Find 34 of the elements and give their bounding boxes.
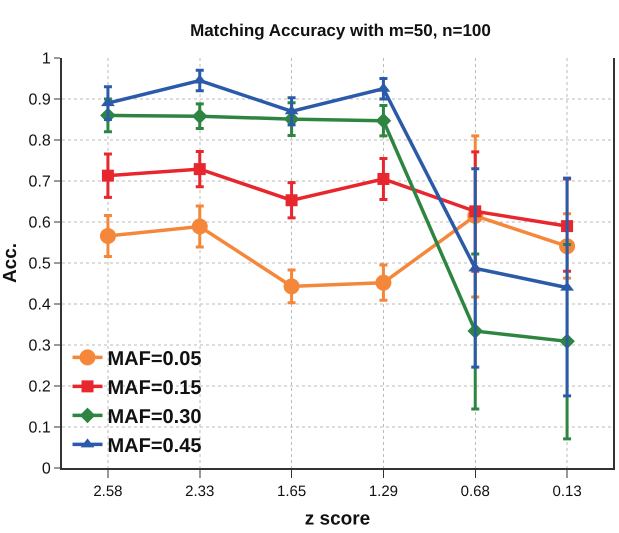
point	[286, 194, 298, 206]
point	[376, 112, 392, 129]
x-tick-label: 1.65	[276, 483, 306, 500]
point	[194, 163, 206, 176]
y-tick-label: 0.4	[28, 296, 51, 314]
point	[102, 170, 114, 182]
x-tick-label: 0.13	[552, 483, 582, 500]
point	[375, 274, 392, 291]
y-tick-label: 0	[42, 460, 51, 478]
legend-label: MAF=0.05	[108, 348, 202, 370]
point	[284, 278, 300, 294]
point	[100, 228, 116, 244]
y-tick-label: 0.3	[28, 338, 51, 355]
y-tick-label: 0.1	[28, 420, 51, 437]
legend-label: MAF=0.45	[108, 435, 202, 458]
y-tick-label: 0.6	[28, 214, 51, 232]
y-axis-title: Acc.	[0, 242, 21, 284]
x-tick-label: 2.33	[185, 483, 214, 500]
x-tick-label: 1.29	[368, 483, 398, 500]
y-tick-label: 1	[42, 50, 51, 68]
y-tick-label: 0.8	[28, 132, 51, 150]
legend-label: MAF=0.15	[108, 377, 202, 400]
y-tick-label: 0.7	[28, 174, 51, 191]
point	[192, 218, 208, 235]
y-tick-label: 0.9	[28, 92, 51, 109]
point	[377, 172, 390, 185]
x-axis-title: z score	[304, 508, 370, 530]
x-tick-label: 2.58	[93, 483, 123, 500]
legend-label: MAF=0.30	[108, 406, 202, 428]
y-tick-label: 0.2	[28, 378, 51, 396]
point	[192, 108, 208, 124]
chart-title: Matching Accuracy with m=50, n=100	[190, 20, 491, 40]
y-tick-label: 0.5	[28, 256, 51, 273]
x-tick-label: 0.68	[460, 483, 490, 500]
